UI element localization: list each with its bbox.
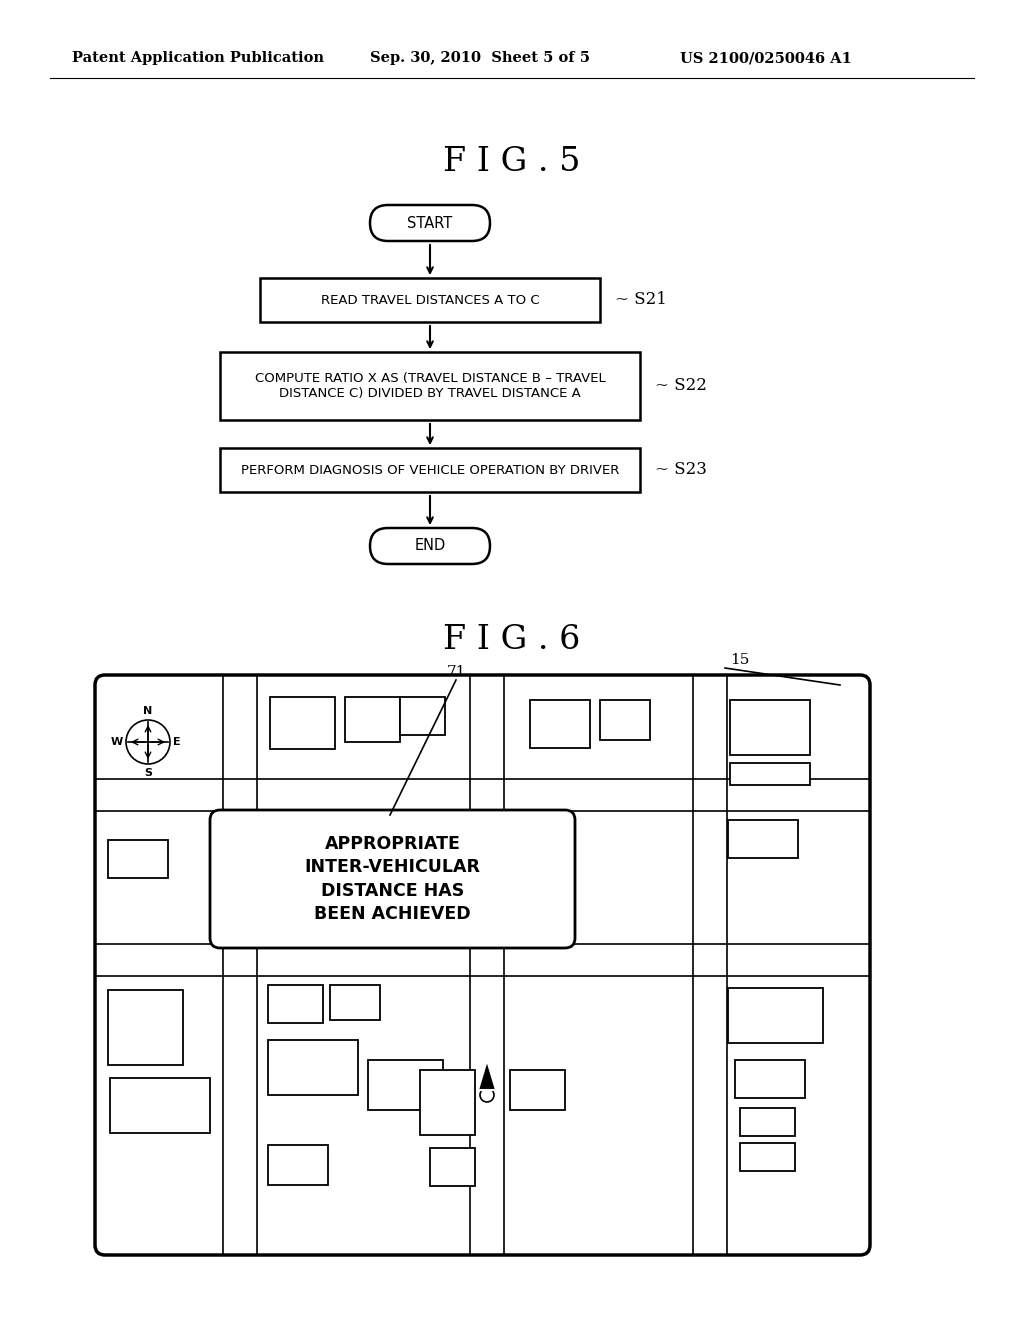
Text: COMPUTE RATIO X AS (TRAVEL DISTANCE B – TRAVEL
DISTANCE C) DIVIDED BY TRAVEL DIS: COMPUTE RATIO X AS (TRAVEL DISTANCE B – … (255, 372, 605, 400)
Text: START: START (408, 215, 453, 231)
FancyBboxPatch shape (220, 447, 640, 492)
Text: S: S (144, 768, 152, 777)
Bar (510, 1071, 565, 1110)
Bar (728, 987, 823, 1043)
Text: N: N (143, 706, 153, 715)
Text: E: E (173, 737, 180, 747)
Text: F I G . 6: F I G . 6 (443, 624, 581, 656)
Bar (730, 700, 810, 755)
Bar (730, 763, 810, 785)
Bar (110, 1078, 210, 1133)
Text: ~ S23: ~ S23 (655, 462, 707, 479)
Text: PERFORM DIAGNOSIS OF VEHICLE OPERATION BY DRIVER: PERFORM DIAGNOSIS OF VEHICLE OPERATION B… (241, 463, 620, 477)
Bar (330, 985, 380, 1020)
Bar (345, 697, 400, 742)
FancyBboxPatch shape (210, 810, 575, 948)
Text: 71: 71 (446, 665, 466, 678)
Text: ~ S22: ~ S22 (655, 378, 707, 395)
Text: 15: 15 (730, 653, 750, 667)
Bar (735, 1060, 805, 1098)
FancyBboxPatch shape (95, 675, 870, 1255)
Text: ~ S21: ~ S21 (615, 292, 667, 309)
FancyBboxPatch shape (370, 205, 490, 242)
Bar (108, 840, 168, 878)
Bar (430, 1148, 475, 1185)
Text: READ TRAVEL DISTANCES A TO C: READ TRAVEL DISTANCES A TO C (321, 293, 540, 306)
Bar (728, 820, 798, 858)
Bar (270, 697, 335, 748)
Bar (108, 990, 183, 1065)
Text: F I G . 5: F I G . 5 (443, 147, 581, 178)
Bar (420, 1071, 475, 1135)
Bar (268, 1144, 328, 1185)
Circle shape (126, 719, 170, 764)
Text: END: END (415, 539, 445, 553)
Text: Sep. 30, 2010  Sheet 5 of 5: Sep. 30, 2010 Sheet 5 of 5 (370, 51, 590, 65)
Text: W: W (111, 737, 123, 747)
Bar (400, 697, 445, 735)
Text: APPROPRIATE
INTER-VEHICULAR
DISTANCE HAS
BEEN ACHIEVED: APPROPRIATE INTER-VEHICULAR DISTANCE HAS… (304, 834, 480, 924)
Bar (740, 1107, 795, 1137)
Bar (600, 700, 650, 741)
Polygon shape (478, 1060, 496, 1090)
FancyBboxPatch shape (220, 352, 640, 420)
Bar (530, 700, 590, 748)
Text: Patent Application Publication: Patent Application Publication (72, 51, 324, 65)
Text: US 2100/0250046 A1: US 2100/0250046 A1 (680, 51, 852, 65)
FancyBboxPatch shape (260, 279, 600, 322)
Bar (368, 1060, 443, 1110)
Bar (268, 985, 323, 1023)
Circle shape (480, 1088, 494, 1102)
Bar (740, 1143, 795, 1171)
FancyBboxPatch shape (370, 528, 490, 564)
Bar (268, 1040, 358, 1096)
